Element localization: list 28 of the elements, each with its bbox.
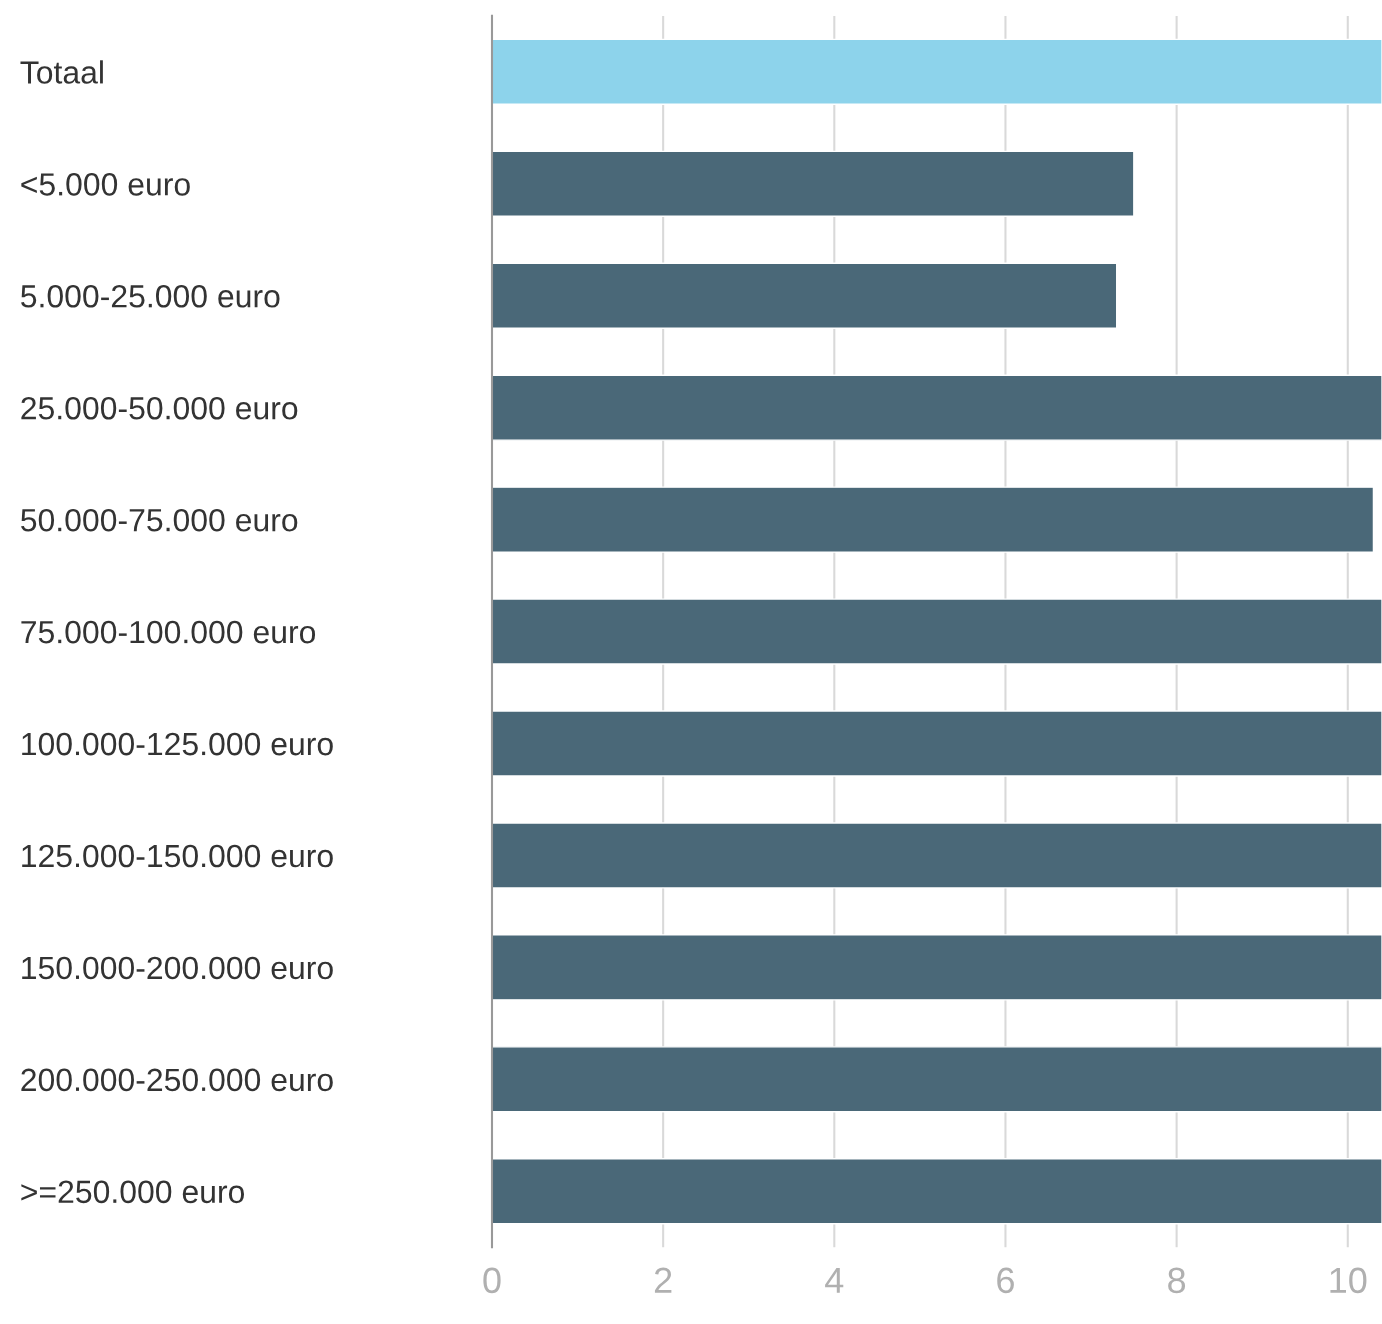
y-tick-label: >=250.000 euro <box>21 1180 245 1204</box>
y-tick-label: 125.000-150.000 euro <box>22 844 333 868</box>
bar <box>491 710 1382 777</box>
y-tick-label: 75.000-100.000 euro <box>21 620 316 644</box>
bar <box>491 262 1118 329</box>
x-tick-label: 6 <box>997 1267 1014 1294</box>
y-tick-label: 25.000-50.000 euro <box>21 396 298 420</box>
bar <box>491 934 1382 1001</box>
bar <box>491 374 1382 441</box>
x-tick-label: 10 <box>1330 1267 1367 1294</box>
bar <box>491 822 1382 889</box>
y-tick-label: 50.000-75.000 euro <box>21 508 298 532</box>
y-tick-label: 150.000-200.000 euro <box>22 956 333 980</box>
y-tick-label: 100.000-125.000 euro <box>22 732 333 756</box>
bar <box>491 150 1135 217</box>
x-tick-label: 2 <box>654 1267 672 1293</box>
y-tick-label: <5.000 euro <box>21 173 190 196</box>
bar <box>491 598 1382 665</box>
bar <box>491 1158 1382 1225</box>
bar <box>491 486 1375 553</box>
bar <box>491 1046 1382 1113</box>
x-tick-label: 0 <box>483 1267 501 1294</box>
x-tick-label: 4 <box>825 1267 844 1293</box>
x-tick-label: 8 <box>1168 1267 1186 1294</box>
bar <box>491 38 1382 106</box>
y-tick-label: 200.000-250.000 euro <box>21 1068 333 1092</box>
y-tick-label: 5.000-25.000 euro <box>21 285 280 308</box>
y-tick-label: Totaal <box>20 60 103 84</box>
